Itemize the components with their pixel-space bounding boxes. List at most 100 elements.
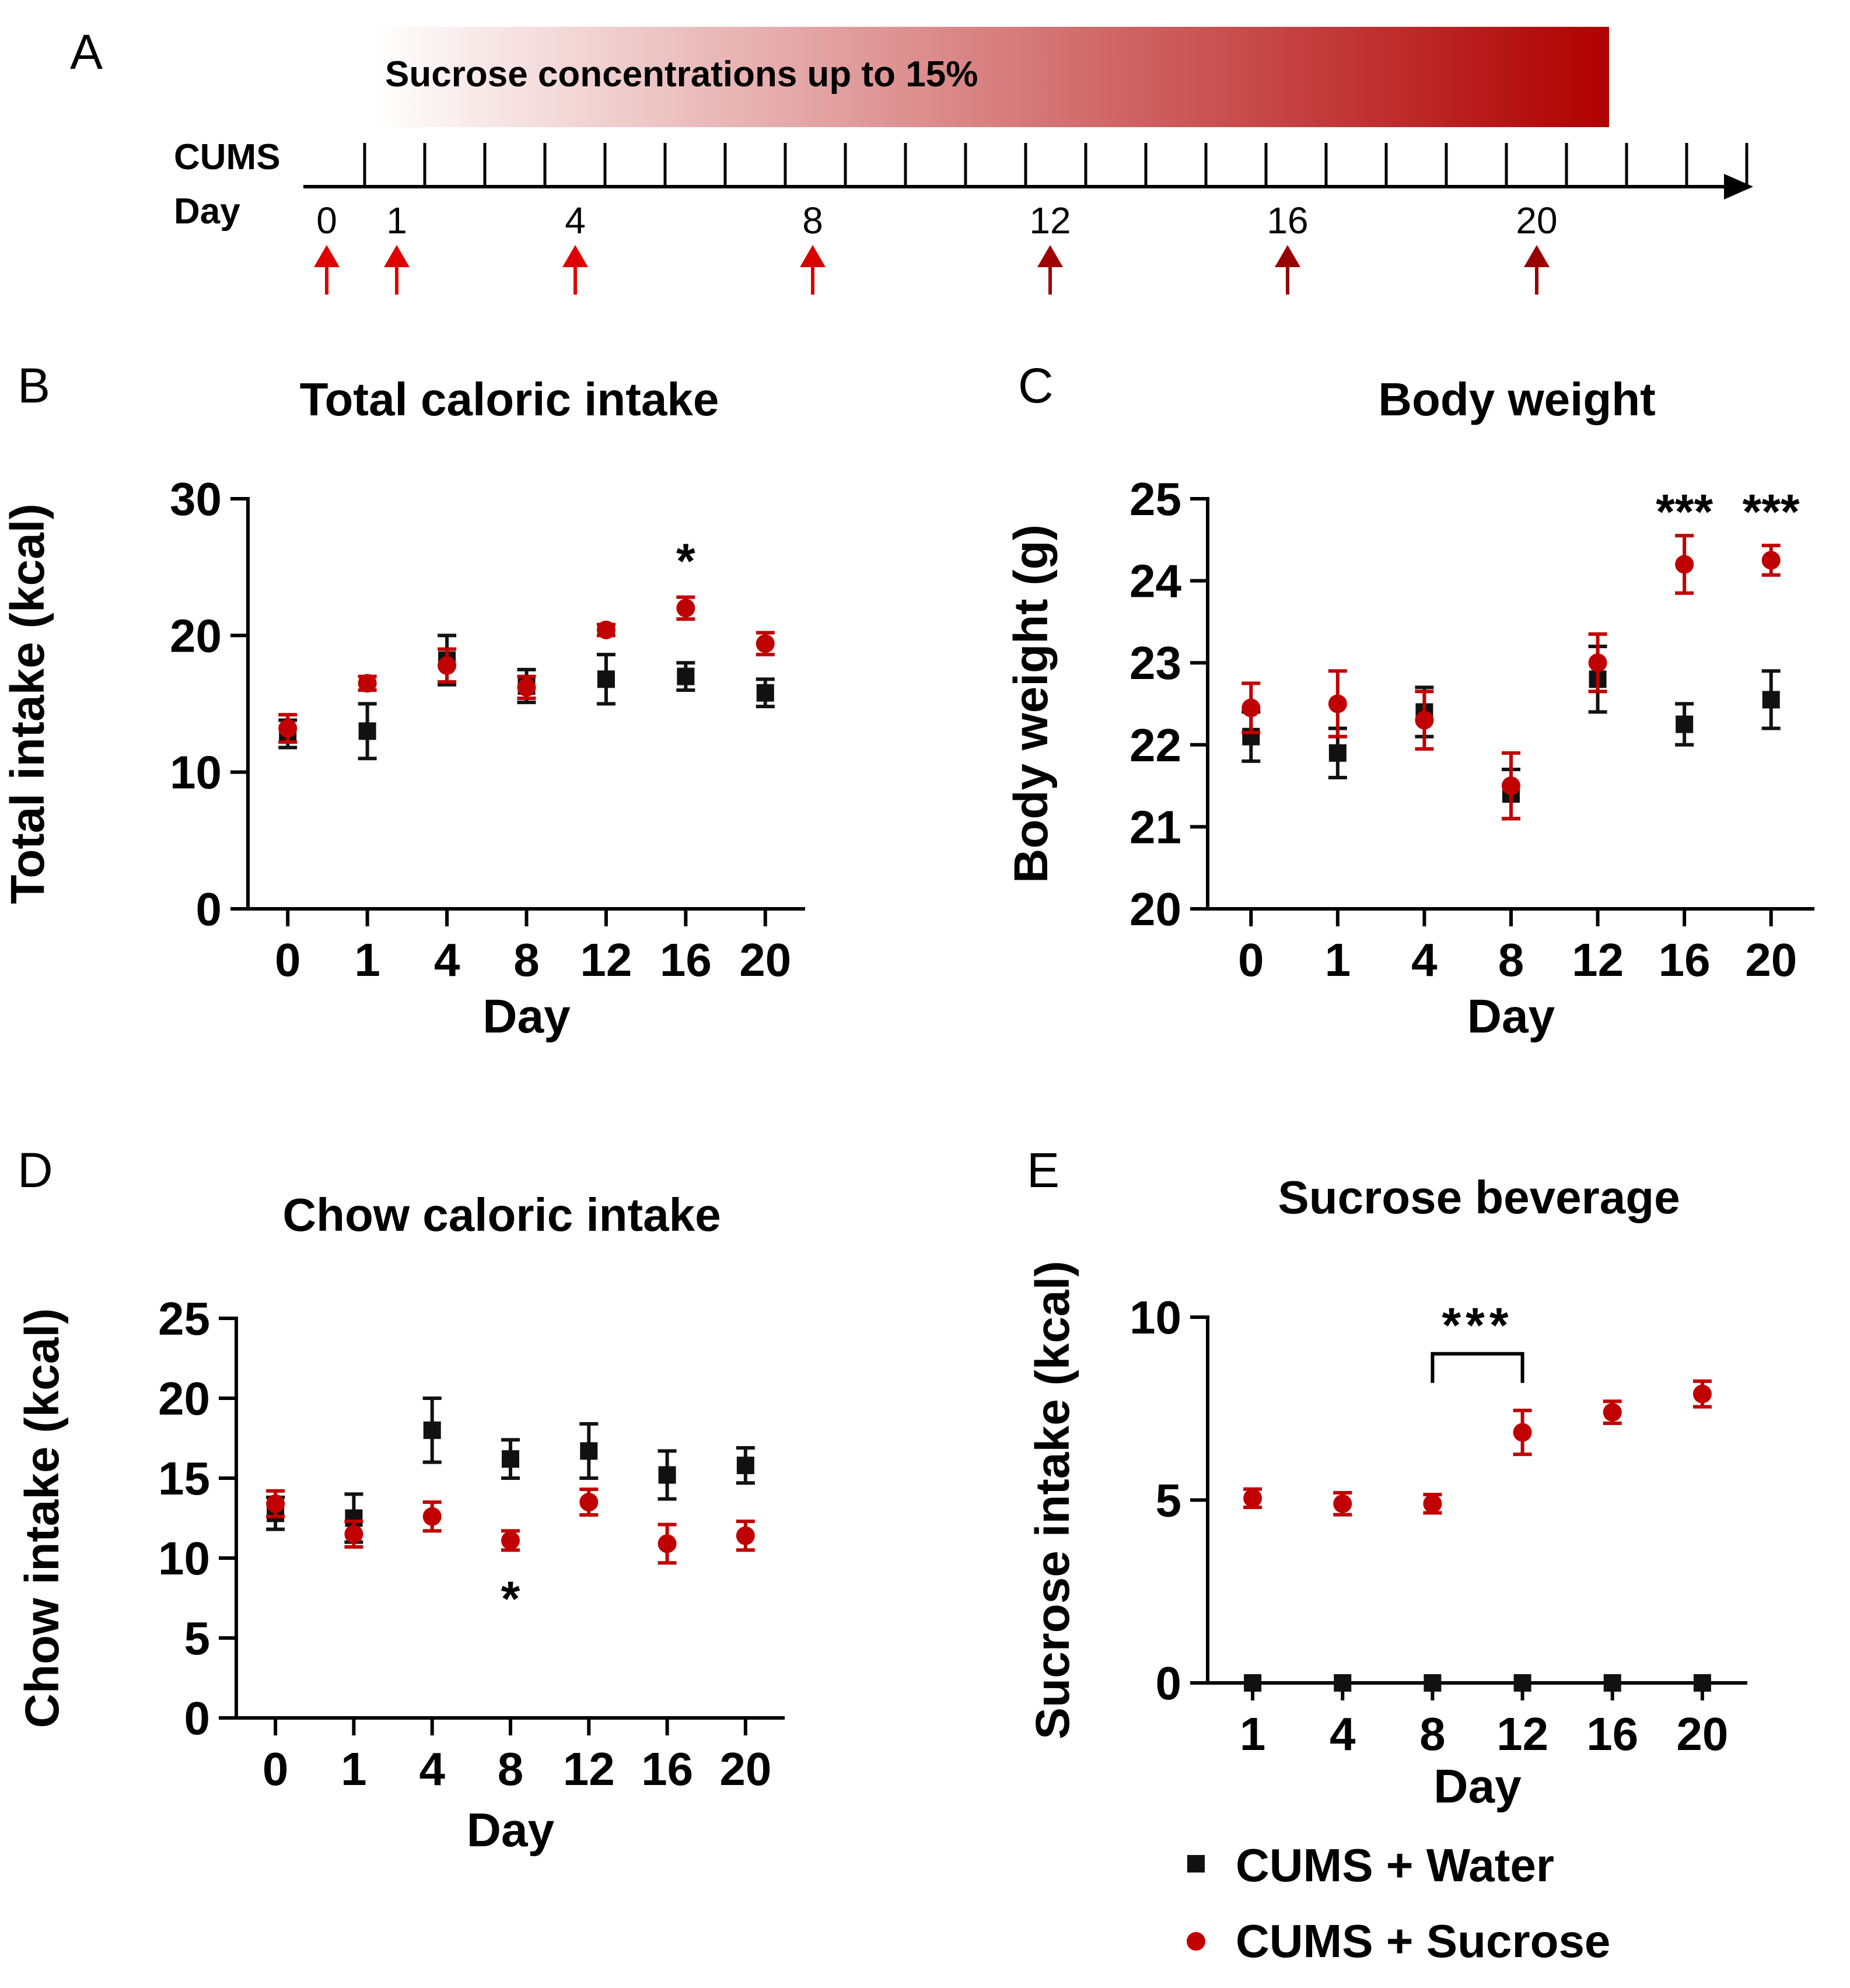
data-point-sucrose [517,678,536,697]
timeline-day-arrow-head [1524,245,1550,267]
data-point-sucrose [278,719,298,738]
y-tick-label: 30 [170,473,222,525]
data-point-water [1424,1674,1442,1692]
data-point-water [1762,691,1780,709]
data-point-sucrose [344,1524,363,1544]
legend: CUMS + Water CUMS + Sucrose [1187,1839,1610,1967]
panel-b-total-caloric-intake: B Total caloric intake 0 10 20 30 0 1 4 8 12 16 20 Da… [1,358,805,1043]
x-tick-label: 12 [563,1743,615,1795]
data-point-sucrose [596,620,615,639]
y-tick-label: 25 [1129,473,1181,525]
data-point-sucrose [1243,1489,1263,1508]
x-tick-label: 4 [419,1743,445,1795]
y-tick-label: 21 [1129,801,1181,853]
data-point-sucrose [1513,1423,1532,1442]
significance-stars: *** [1656,484,1713,539]
data-point-sucrose [676,598,695,618]
data-point-sucrose [358,674,377,693]
x-tick-label: 8 [513,934,540,986]
data-point-sucrose [1415,710,1434,730]
y-tick-label: 5 [184,1612,211,1664]
panel-a-letter: A [70,24,103,79]
data-point-sucrose [658,1534,677,1553]
data-point-water [756,684,774,702]
x-axis-label: Day [1467,990,1555,1043]
data-point-water [1328,744,1347,762]
x-tick-label: 12 [580,934,632,986]
data-point-water [597,670,615,688]
data-point-sucrose [1588,653,1607,673]
x-tick-label: 8 [498,1743,524,1795]
data-point-water [658,1466,676,1484]
data-point-sucrose [1242,698,1261,718]
x-tick-label: 4 [1330,1708,1356,1760]
sucrose-banner-text: Sucrose concentrations up to 15% [385,54,978,94]
x-tick-label: 1 [1240,1708,1266,1760]
data-point-water [736,1457,754,1475]
x-tick-label: 8 [1419,1708,1446,1760]
x-tick-label: 20 [1745,934,1797,986]
chart-title: Total caloric intake [300,373,719,425]
x-tick-label: 1 [341,1743,367,1795]
x-tick-label: 12 [1572,934,1624,986]
y-tick-label: 10 [1129,1292,1181,1343]
x-tick-label: 16 [641,1743,693,1795]
data-point-water [1513,1674,1531,1692]
day-row-label: Day [174,191,240,232]
chart-title: Sucrose beverage [1278,1171,1680,1223]
y-tick-label: 15 [158,1452,210,1504]
timeline-arrowhead [1724,174,1753,200]
x-axis-label: Day [467,1804,555,1857]
significance-stars: *** [1442,1298,1513,1353]
x-tick-label: 0 [275,934,301,986]
y-tick-label: 5 [1156,1475,1182,1527]
y-tick-label: 0 [1156,1657,1182,1709]
data-point-sucrose [438,656,457,675]
timeline-day-arrow-head [314,245,340,267]
data-point-sucrose [1502,776,1520,796]
data-point-water [1693,1674,1711,1692]
timeline-day-arrow-head [384,245,410,267]
x-tick-label: 16 [1586,1708,1638,1760]
x-tick-label: 12 [1496,1708,1548,1760]
timeline-day-arrow-head [1275,245,1300,267]
y-tick-label: 10 [170,747,222,799]
x-tick-label: 4 [434,934,460,986]
y-axis-label: Sucrose intake (kcal) [1026,1261,1079,1739]
data-point-water [358,722,376,740]
data-point-water [423,1421,441,1439]
x-tick-label: 20 [739,934,791,986]
data-point-sucrose [756,634,775,653]
legend-water-label: CUMS + Water [1236,1839,1554,1891]
y-tick-label: 20 [170,610,222,662]
data-point-water [580,1442,598,1460]
cums-row-label: CUMS [174,137,281,177]
data-point-sucrose [422,1507,442,1526]
data-point-water [677,667,695,685]
y-tick-label: 24 [1129,555,1181,607]
x-tick-label: 16 [660,934,712,986]
y-tick-label: 20 [1129,883,1181,935]
y-axis-label: Body weight (g) [1005,524,1058,883]
data-point-water [1244,1674,1262,1692]
sucrose-gradient-banner [373,27,1609,127]
x-tick-label: 0 [263,1743,289,1795]
data-point-sucrose [1603,1403,1622,1422]
y-tick-label: 10 [158,1532,210,1584]
x-tick-label: 20 [719,1743,771,1795]
x-tick-label: 16 [1659,934,1711,986]
timeline-day-label: 12 [1029,200,1071,242]
timeline-day-label: 16 [1267,200,1308,242]
timeline-day-labels: 0 1 4 8 12 16 20 [314,200,1558,295]
timeline-day-label: 0 [316,200,337,242]
y-tick-label: 25 [158,1293,210,1345]
significance-stars: * [501,1572,520,1626]
data-point-sucrose [266,1494,285,1513]
data-point-sucrose [1761,551,1781,570]
x-axis-label: Day [1433,1760,1522,1813]
y-tick-label: 20 [158,1373,210,1424]
panel-c-body-weight: C Body weight 20 21 22 23 24 25 0 1 4 8 12 16 20 Day Bod… [1005,358,1814,1043]
significance-stars: *** [1743,484,1800,539]
y-tick-label: 0 [196,883,222,935]
